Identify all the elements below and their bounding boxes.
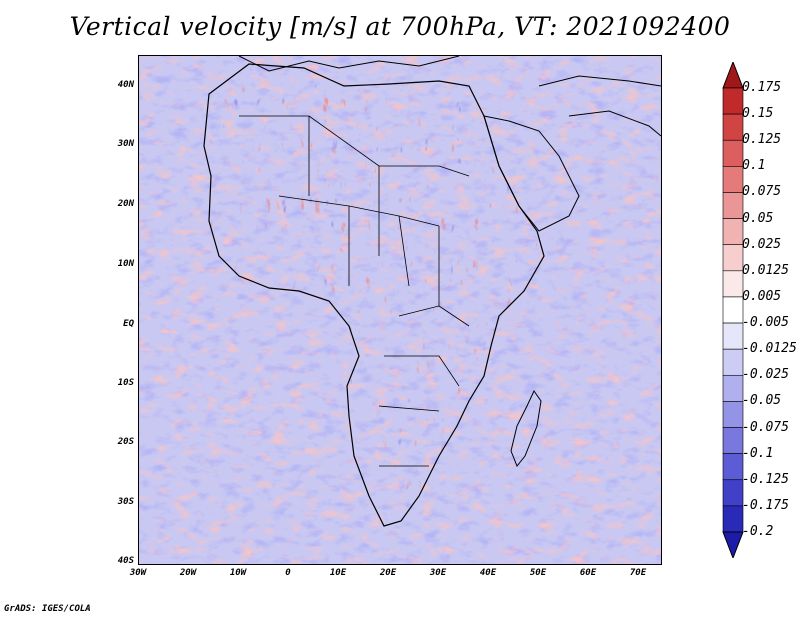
madagascar-outline	[510, 390, 542, 467]
colorbar-top-arrow	[722, 62, 744, 89]
colorbar-level-label: 0.0125	[742, 262, 789, 278]
lon-tick-20e: 20E	[379, 568, 397, 578]
lat-tick-40n: 40N	[117, 80, 134, 90]
colorbar-segment	[722, 427, 744, 454]
lon-tick-50e: 50E	[529, 568, 547, 578]
lon-tick-20w: 20W	[179, 568, 197, 578]
colorbar-segment	[722, 479, 744, 507]
colorbar-level-label: 0.175	[742, 80, 782, 95]
lat-tick-20s: 20S	[117, 437, 134, 447]
colorbar-level-label: -0.05	[742, 393, 782, 409]
lon-tick-30w: 30W	[129, 568, 147, 578]
colorbar-level-label: -0.2	[742, 524, 774, 539]
country-borders	[239, 115, 470, 467]
arabia-outline	[483, 115, 580, 232]
colorbar-segment	[722, 192, 744, 219]
lon-tick-60e: 60E	[579, 568, 597, 578]
colorbar-bottom-arrow	[722, 531, 744, 558]
colorbar-level-label: 0.005	[742, 288, 782, 304]
colorbar-segment	[722, 270, 744, 298]
africa-coastline	[203, 63, 545, 527]
lat-tick-10n: 10N	[117, 259, 134, 269]
colorbar-segment	[722, 374, 744, 402]
colorbar-level-label: -0.125	[742, 471, 789, 487]
colorbar-segment	[722, 296, 744, 324]
colorbar-segment	[722, 244, 744, 272]
lat-tick-10s: 10S	[117, 378, 134, 388]
asia-coastline	[538, 75, 661, 137]
map-canvas	[139, 56, 661, 564]
colorbar	[722, 62, 744, 558]
lat-tick-eq: EQ	[123, 319, 134, 329]
colorbar-level-label: -0.005	[742, 315, 789, 331]
colorbar-segment	[722, 401, 744, 428]
chart-title: Vertical velocity [m/s] at 700hPa, VT: 2…	[69, 12, 731, 41]
lon-tick-0: 0	[285, 568, 291, 578]
colorbar-segment	[722, 505, 744, 533]
colorbar-level-label: -0.1	[742, 445, 774, 461]
colorbar-segment	[722, 139, 744, 167]
colorbar-segment	[722, 218, 744, 246]
colorbar-segment	[722, 453, 744, 481]
colorbar-level-label: 0.05	[742, 210, 774, 226]
europe-coastline	[238, 56, 460, 72]
colorbar-level-label: 0.15	[742, 106, 774, 122]
colorbar-level-label: 0.025	[742, 236, 782, 252]
colorbar-level-label: 0.1	[742, 158, 766, 174]
colorbar-level-label: -0.075	[742, 419, 789, 435]
grads-credit: GrADS: IGES/COLA	[4, 604, 91, 614]
map-panel	[138, 55, 662, 565]
lon-tick-10w: 10W	[229, 568, 247, 578]
colorbar-level-label: -0.025	[742, 367, 789, 383]
lon-tick-10e: 10E	[329, 568, 347, 578]
colorbar-segment	[722, 322, 744, 350]
colorbar-segment	[722, 348, 744, 376]
colorbar-level-label: 0.125	[742, 132, 782, 148]
colorbar-level-label: 0.075	[742, 184, 782, 200]
colorbar-segment	[722, 113, 744, 141]
colorbar-level-label: -0.0125	[742, 341, 797, 357]
lat-tick-20n: 20N	[117, 199, 134, 209]
lon-tick-70e: 70E	[629, 568, 647, 578]
colorbar-segment	[722, 87, 744, 115]
lat-tick-30n: 30N	[117, 139, 134, 149]
lon-tick-40e: 40E	[479, 568, 497, 578]
colorbar-level-label: -0.175	[742, 497, 789, 513]
lat-tick-40s: 40S	[117, 556, 134, 566]
lat-tick-30s: 30S	[117, 497, 134, 507]
lon-tick-30e: 30E	[429, 568, 447, 578]
colorbar-segment	[722, 166, 744, 193]
